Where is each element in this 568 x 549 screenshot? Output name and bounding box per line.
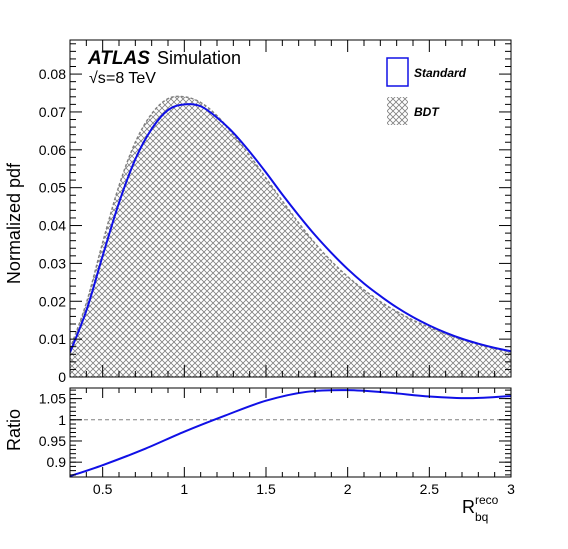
legend: Standard BDT: [386, 57, 467, 125]
main-y-axis-title: Normalized pdf: [4, 162, 24, 284]
main-y-tick-label: 0.01: [39, 331, 66, 347]
legend-swatch-bdt: [387, 97, 408, 125]
main-y-tick-label: 0.02: [39, 293, 66, 309]
legend-label-bdt: BDT: [414, 105, 440, 119]
ratio-plot-frame: [69, 387, 512, 478]
main-y-tick-label: 0.07: [39, 104, 66, 120]
energy-value: =8 TeV: [106, 70, 156, 87]
legend-label-standard: Standard: [414, 66, 467, 80]
bdt-area-path: [70, 96, 511, 377]
ratio-y-axis-title: Ratio: [4, 409, 24, 451]
x-tick-label: 2: [344, 481, 352, 497]
x-tick-label: 3: [507, 481, 515, 497]
ratio-y-tick-label: 1: [58, 412, 66, 428]
simulation-label: Simulation: [157, 48, 241, 68]
main-y-tick-label: 0.03: [39, 255, 66, 271]
x-tick-label: 0.5: [93, 481, 113, 497]
ratio-y-tick-label: 0.9: [47, 454, 67, 470]
main-y-tick-label: 0.08: [39, 66, 66, 82]
x-axis-title-sup: reco: [475, 493, 499, 507]
energy-label: √s =8 TeV: [89, 70, 156, 87]
atlas-label: ATLAS: [87, 48, 150, 69]
main-axis-ticks: 0 0.01 0.02 0.03 0.04 0.05 0.06 0.07 0.08: [39, 40, 512, 385]
legend-swatch-standard: [386, 57, 409, 87]
x-tick-label: 1.5: [256, 481, 276, 497]
main-y-tick-label: 0: [58, 369, 66, 385]
bdt-outline-path: [70, 95, 511, 353]
ratio-axis-ticks: 0.9 0.95 1 1.05 0.5 1 1.5 2 2.5 3: [39, 388, 515, 497]
standard-line-path: [70, 103, 511, 353]
ratio-y-tick-label: 0.95: [39, 433, 66, 449]
x-axis-title-sub: bq: [475, 510, 488, 524]
ratio-y-tick-label: 1.05: [39, 391, 66, 407]
standard-curve: [70, 103, 511, 353]
x-axis-title: R bq reco: [462, 493, 499, 524]
energy-sqrt-s: √s: [89, 70, 106, 87]
main-plot-frame: [69, 39, 512, 378]
main-y-tick-label: 0.05: [39, 180, 66, 196]
x-axis-title-main: R: [462, 497, 475, 517]
ratio-curve: [70, 389, 511, 477]
main-y-tick-label: 0.06: [39, 142, 66, 158]
x-tick-label: 1: [180, 481, 188, 497]
x-tick-label: 2.5: [420, 481, 440, 497]
main-y-tick-label: 0.04: [39, 218, 66, 234]
ratio-line-path: [70, 389, 511, 477]
bdt-hatched-area: [70, 95, 511, 377]
